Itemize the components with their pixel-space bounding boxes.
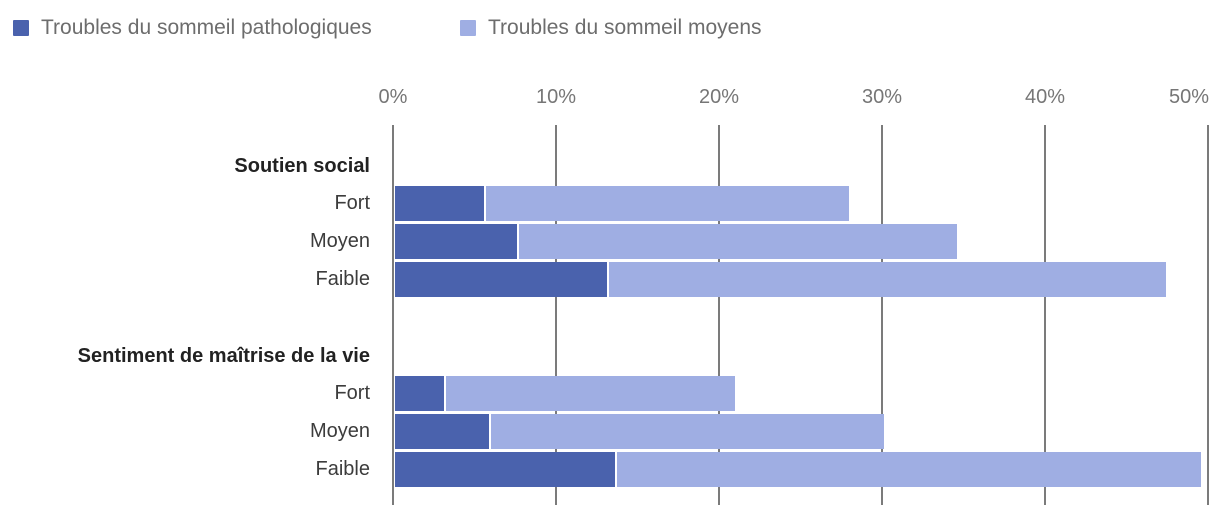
gridline-30% — [881, 125, 883, 505]
legend-swatch-moyens-icon — [460, 20, 476, 36]
legend-swatch-pathologiques-icon — [13, 20, 29, 36]
axis-tick-label-40%: 40% — [1024, 86, 1066, 108]
group-header-soutien-social: Soutien social — [234, 155, 370, 177]
group-header-sentiment-maitrise: Sentiment de maîtrise de la vie — [77, 345, 370, 367]
bar-segment-pathologiques-1-faible[interactable] — [395, 452, 615, 487]
axis-tick-label-10%: 10% — [535, 86, 577, 108]
bar-segment-moyens-0-faible[interactable] — [608, 262, 1166, 297]
gridline-10% — [555, 125, 557, 505]
axis-tick-label-20%: 20% — [698, 86, 740, 108]
gridline-20% — [718, 125, 720, 505]
legend-label-moyens: Troubles du sommeil moyens — [488, 16, 762, 39]
bar-segment-moyens-1-moyen[interactable] — [491, 414, 884, 449]
axis-tick-label-30%: 30% — [861, 86, 903, 108]
bar-segment-moyens-1-faible[interactable] — [616, 452, 1202, 487]
row-label-moyen: Moyen — [309, 420, 370, 442]
gridline-50% — [1207, 125, 1209, 505]
row-label-faible: Faible — [315, 268, 370, 290]
bar-segment-pathologiques-1-fort[interactable] — [395, 376, 444, 411]
row-label-fort: Fort — [334, 192, 370, 214]
legend-item-pathologiques[interactable]: Troubles du sommeil pathologiques — [13, 15, 372, 41]
axis-tick-label-0%: 0% — [378, 86, 408, 108]
row-label-faible: Faible — [315, 458, 370, 480]
row-label-fort: Fort — [334, 382, 370, 404]
bar-segment-pathologiques-1-moyen[interactable] — [395, 414, 490, 449]
axis-tick-label-50%: 50% — [1168, 86, 1209, 108]
row-label-moyen: Moyen — [309, 230, 370, 252]
bar-segment-moyens-0-moyen[interactable] — [518, 224, 957, 259]
bar-segment-pathologiques-0-moyen[interactable] — [395, 224, 517, 259]
legend-label-pathologiques: Troubles du sommeil pathologiques — [41, 16, 372, 39]
bar-segment-moyens-0-fort[interactable] — [486, 186, 850, 221]
bar-segment-pathologiques-0-faible[interactable] — [395, 262, 607, 297]
bar-segment-moyens-1-fort[interactable] — [445, 376, 736, 411]
gridline-40% — [1044, 125, 1046, 505]
gridline-0% — [392, 125, 394, 505]
bar-segment-pathologiques-0-fort[interactable] — [395, 186, 485, 221]
legend-item-moyens[interactable]: Troubles du sommeil moyens — [460, 15, 762, 41]
